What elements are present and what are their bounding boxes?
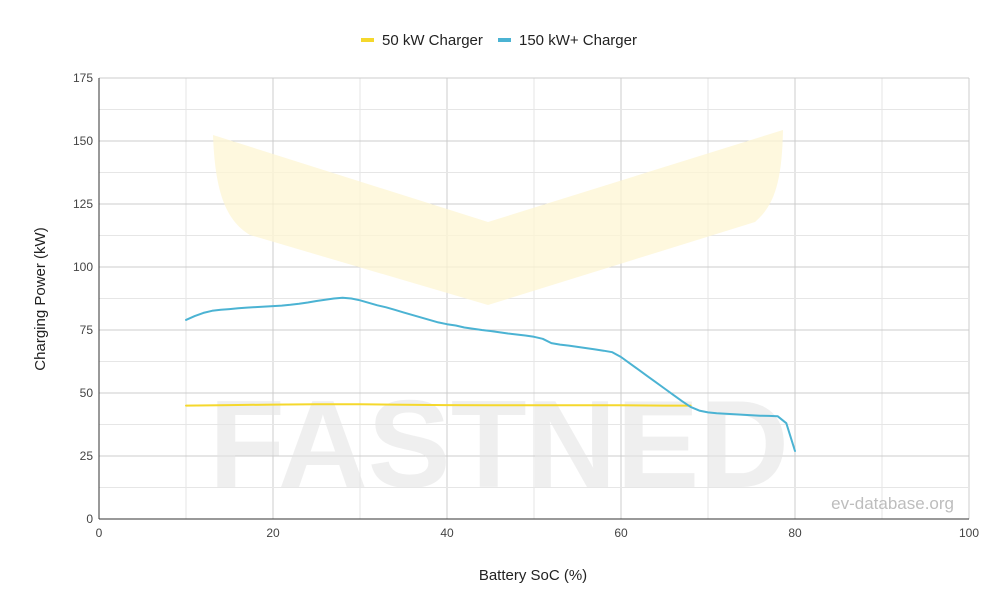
x-tick-label: 20 (266, 526, 280, 540)
legend-label-1: 50 kW Charger (382, 32, 483, 49)
grid (98, 77, 970, 519)
watermark-chevron-icon (213, 130, 783, 305)
legend-swatch-1 (361, 38, 374, 42)
legend: 50 kW Charger 150 kW+ Charger (361, 32, 637, 49)
y-tick-label: 75 (80, 323, 94, 337)
y-tick-label: 150 (73, 134, 93, 148)
series-line-2 (185, 296, 796, 452)
y-tick-label: 175 (73, 71, 93, 85)
y-tick-label: 125 (73, 197, 93, 211)
x-tick-label: 0 (96, 526, 103, 540)
legend-label-2: 150 kW+ Charger (519, 32, 637, 49)
series-line-1 (185, 403, 692, 407)
y-tick-label: 100 (73, 260, 93, 274)
y-tick-label: 25 (80, 449, 94, 463)
x-tick-label: 80 (788, 526, 802, 540)
series-lines (185, 296, 796, 452)
x-axis-label: Battery SoC (%) (479, 567, 587, 584)
y-tick-label: 50 (80, 386, 94, 400)
axes: 0 20 40 60 80 100 0 25 50 75 100 125 150 175 (73, 71, 979, 540)
legend-swatch-2 (498, 38, 511, 42)
watermark-source: ev-database.org (831, 494, 954, 513)
y-tick-label: 0 (86, 512, 93, 526)
x-tick-label: 40 (440, 526, 454, 540)
y-axis-label: Charging Power (kW) (32, 227, 49, 370)
watermark-brand: FASTNED (209, 376, 789, 514)
watermark: FASTNED ev-database.org (209, 130, 954, 514)
x-tick-label: 100 (959, 526, 979, 540)
x-tick-label: 60 (614, 526, 628, 540)
